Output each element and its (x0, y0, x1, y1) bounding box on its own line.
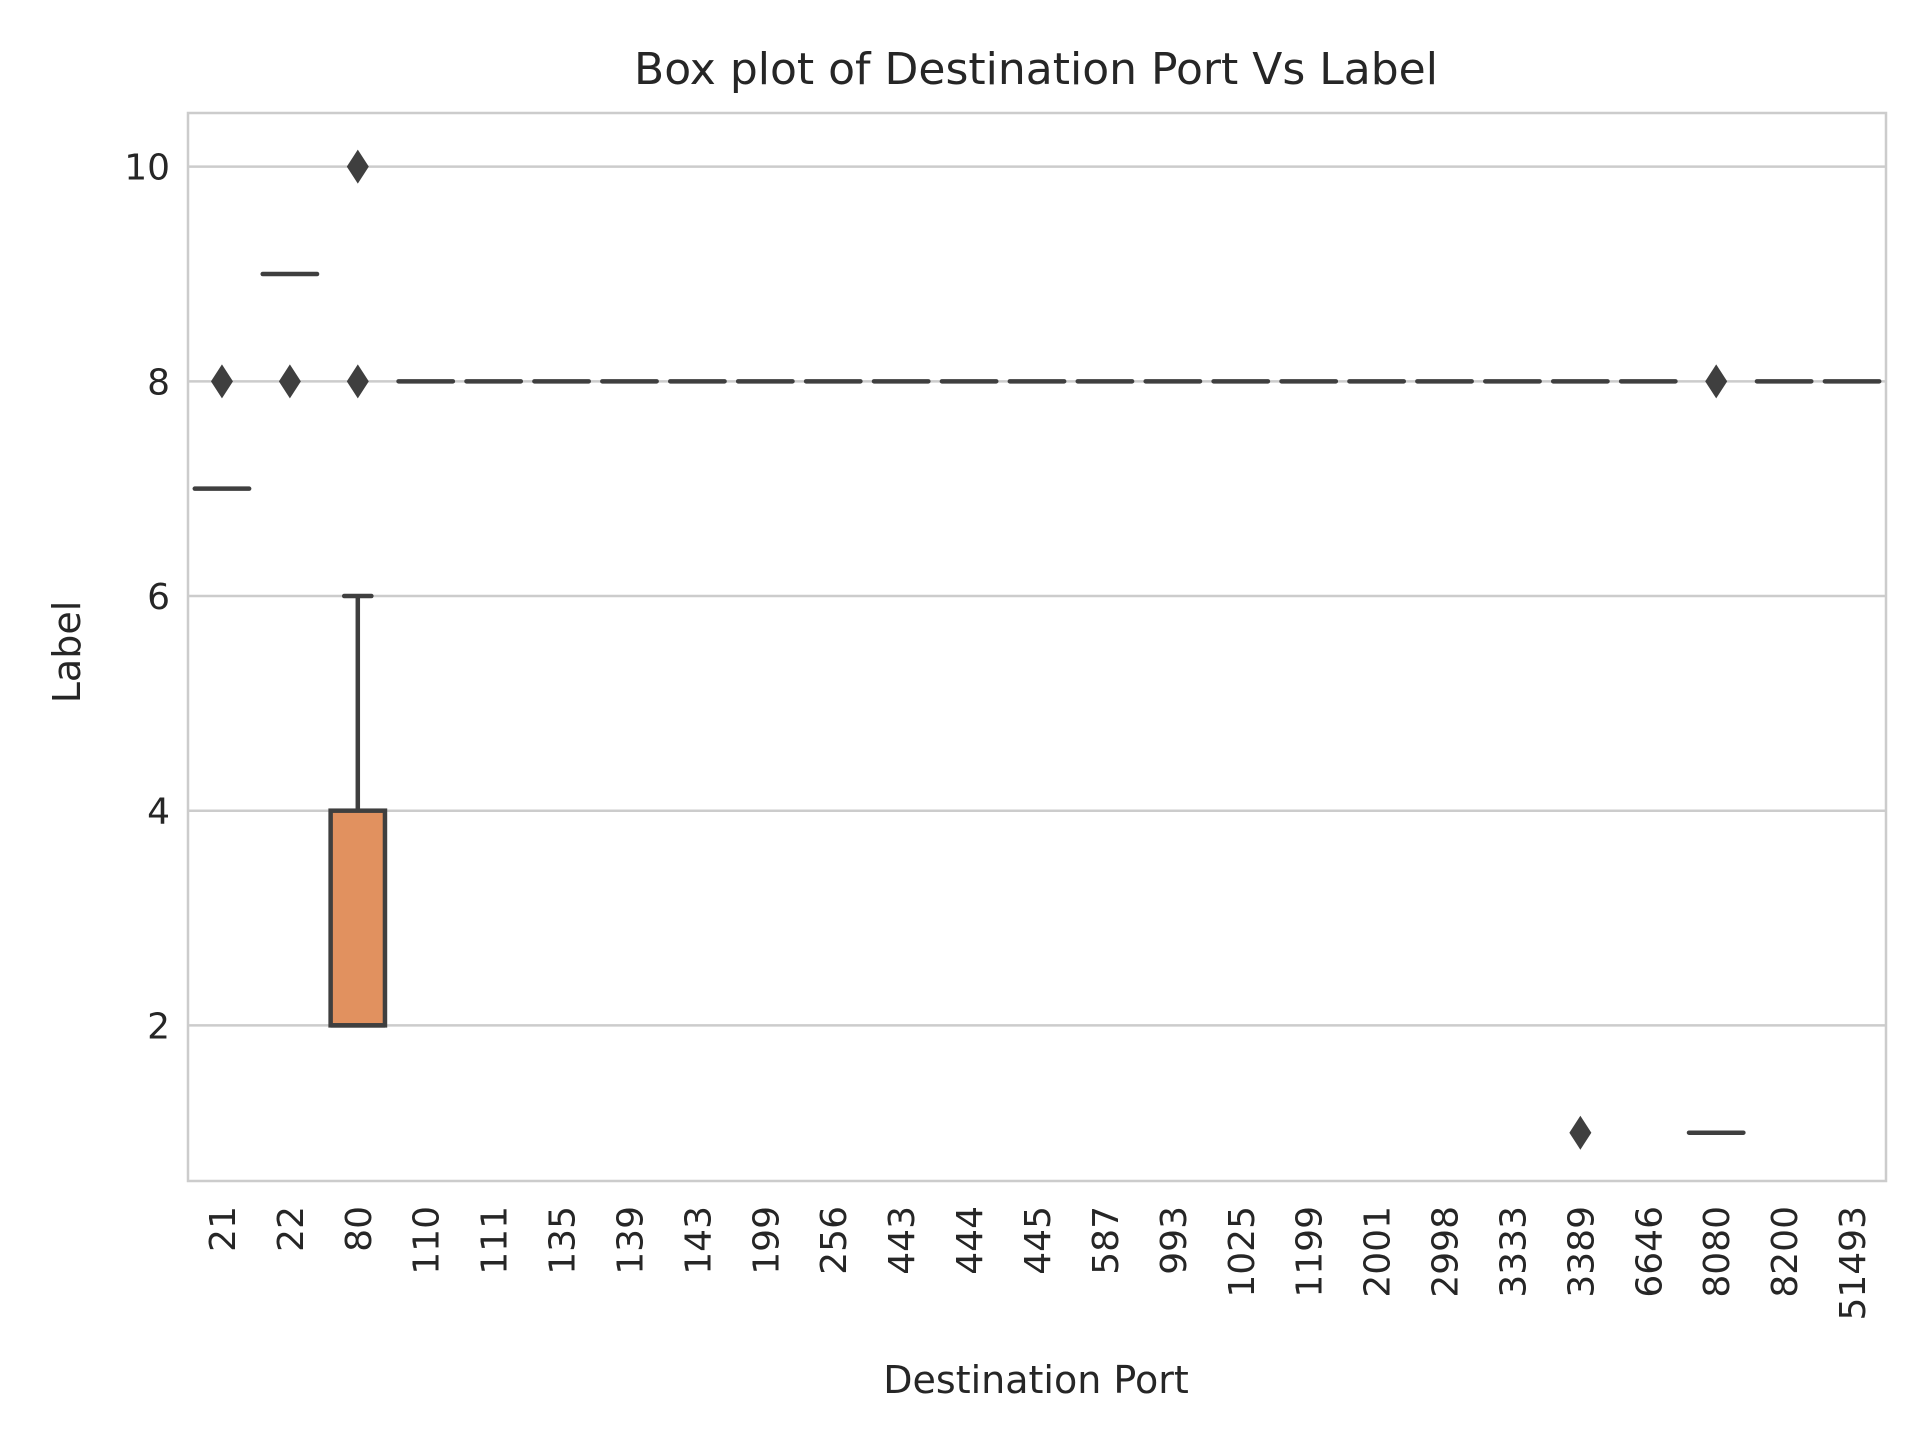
y-tick-label: 2 (147, 1006, 170, 1047)
x-tick-label: 3333 (1493, 1206, 1534, 1298)
chart-title: Box plot of Destination Port Vs Label (634, 44, 1438, 95)
x-tick-label: 2998 (1426, 1206, 1467, 1298)
box-8080 (1686, 364, 1746, 1135)
x-tick-label: 199 (746, 1206, 787, 1275)
outlier-point (346, 364, 369, 399)
x-tick-label: 445 (1018, 1206, 1059, 1275)
x-tick-label: 143 (678, 1206, 719, 1275)
x-tick-labels: 21 22 80 110 111 135 139 143 199 256 443 444 445 587 9… (203, 1206, 1874, 1321)
x-tick-label: 135 (543, 1206, 584, 1275)
x-tick-label: 256 (814, 1206, 855, 1275)
outlier-point (278, 364, 301, 399)
outlier-point (1569, 1115, 1592, 1150)
y-tick-label: 8 (147, 362, 170, 403)
x-tick-label: 443 (882, 1206, 923, 1275)
box-22 (260, 271, 320, 399)
x-tick-label: 110 (407, 1206, 448, 1275)
box-3389 (1550, 379, 1610, 1150)
boxes (192, 149, 1882, 1150)
x-tick-label: 993 (1154, 1206, 1195, 1275)
x-tick-label: 1199 (1290, 1206, 1331, 1298)
x-tick-label: 111 (475, 1206, 516, 1275)
y-axis-label: Label (45, 601, 89, 704)
x-tick-label: 444 (950, 1206, 991, 1275)
y-tick-label: 6 (147, 577, 170, 618)
outlier-point (1705, 364, 1728, 399)
y-tick-label: 4 (147, 792, 170, 833)
x-tick-label: 1025 (1222, 1206, 1263, 1298)
box-80 (328, 149, 388, 1028)
outlier-point (346, 149, 369, 184)
plot-frame (186, 111, 1888, 1183)
x-tick-label: 139 (610, 1206, 651, 1275)
y-tick-label: 10 (124, 148, 170, 189)
x-tick-label: 6646 (1629, 1206, 1670, 1298)
grid-lines (188, 165, 1886, 1027)
box-body (328, 808, 388, 1028)
x-tick-label: 587 (1086, 1206, 1127, 1275)
x-tick-label: 80 (339, 1206, 380, 1252)
x-tick-label: 3389 (1561, 1206, 1602, 1298)
x-tick-label: 2001 (1358, 1206, 1399, 1298)
x-tick-label: 51493 (1833, 1206, 1874, 1321)
x-tick-label: 21 (203, 1206, 244, 1252)
x-tick-label: 22 (271, 1206, 312, 1252)
x-tick-label: 8080 (1697, 1206, 1738, 1298)
box-21 (192, 364, 252, 491)
y-tick-labels: 2 4 6 8 10 (124, 148, 170, 1048)
x-tick-label: 8200 (1765, 1206, 1806, 1298)
outlier-point (210, 364, 233, 399)
x-axis-label: Destination Port (883, 1358, 1188, 1402)
